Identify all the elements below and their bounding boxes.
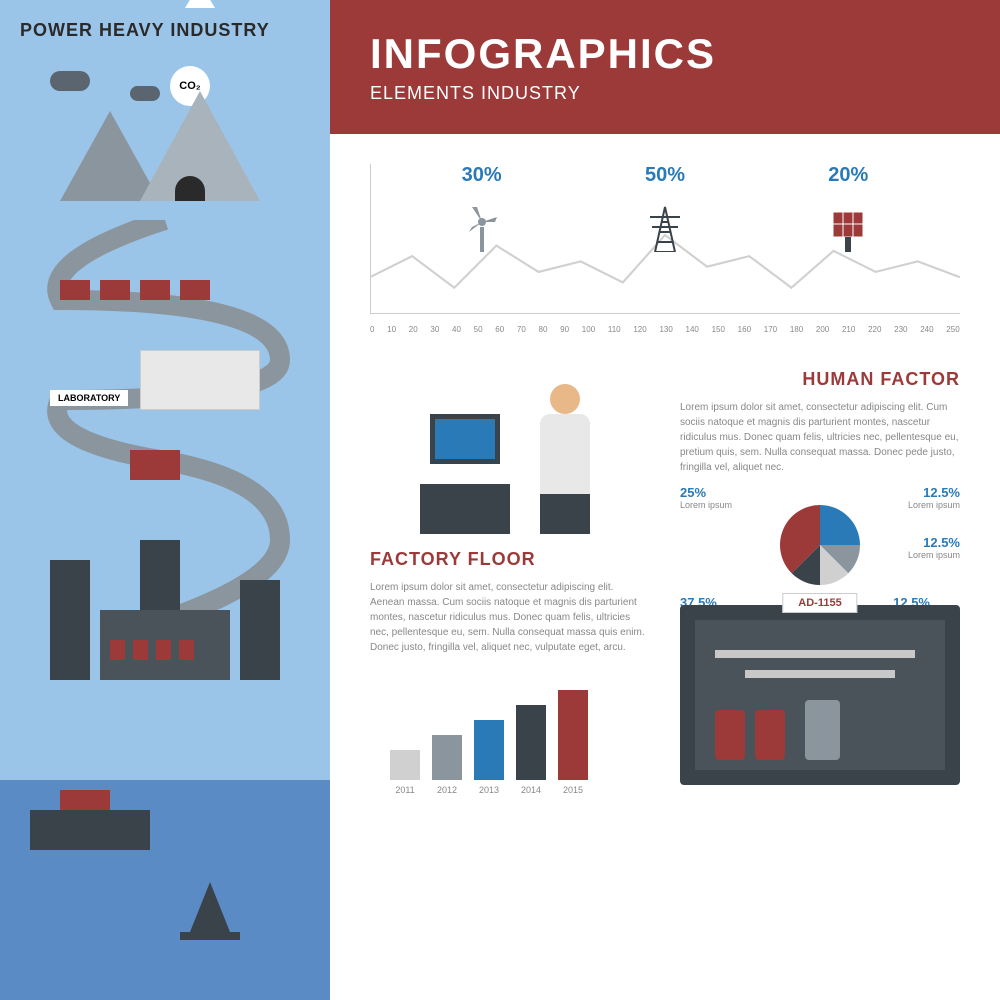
bar-item: 2012	[432, 735, 462, 795]
oil-pump-icon	[180, 932, 240, 940]
energy-pct: 30%	[452, 164, 512, 187]
pie-chart-section: 25%Lorem ipsum 12.5%Lorem ipsum 12.5%Lor…	[680, 495, 960, 595]
ship-icon	[30, 810, 150, 850]
water-area	[0, 780, 330, 1000]
human-factor-title: Human Factor	[680, 369, 960, 390]
factory-complex-icon	[30, 530, 300, 680]
bar-item: 2015	[558, 690, 588, 795]
main-title: INFOGRAPHICS	[370, 30, 960, 78]
wind-turbine-icon	[452, 197, 512, 257]
bar-item: 2011	[390, 750, 420, 795]
truck-icon	[130, 450, 180, 480]
laboratory-label: LABORATORY	[50, 390, 128, 406]
workstation-icon	[420, 414, 510, 534]
tank-icon	[805, 700, 840, 760]
factory-floor-text: Lorem ipsum dolor sit amet, consectetur …	[370, 580, 650, 655]
laboratory-building-icon	[140, 350, 260, 410]
machine-box: AD-1155	[680, 605, 960, 785]
pipe-icon	[715, 650, 915, 658]
factory-floor-title: Factory Floor	[370, 549, 650, 570]
factory-floor-scene	[370, 354, 650, 534]
coal-cart-icon	[140, 280, 170, 300]
coal-cart-icon	[180, 280, 210, 300]
header: INFOGRAPHICS ELEMENTS INDUSTRY	[330, 0, 1000, 134]
tank-icon	[715, 710, 745, 760]
solar-panel-icon	[818, 197, 878, 257]
energy-chart: 30% 50% 20% 01020	[330, 134, 1000, 344]
bar-chart: 2011 2012 2013 2014 2015	[370, 675, 650, 795]
bar-item: 2014	[516, 705, 546, 795]
right-panel: INFOGRAPHICS ELEMENTS INDUSTRY 30% 50%	[330, 0, 1000, 1000]
cloud-icon	[50, 71, 90, 91]
energy-item-power: 50%	[635, 164, 695, 257]
energy-pct: 20%	[818, 164, 878, 187]
power-tower-icon	[635, 197, 695, 257]
x-axis-labels: 0102030405060708090100110120130140150160…	[370, 325, 960, 334]
pie-chart	[770, 495, 870, 595]
pipe-icon	[745, 670, 895, 678]
energy-item-wind: 30%	[452, 164, 512, 257]
left-panel: Power Heavy Industry CO₂ LABORATORY	[0, 0, 330, 1000]
energy-pct: 50%	[635, 164, 695, 187]
tank-icon	[755, 710, 785, 760]
worker-icon	[530, 374, 600, 534]
coal-cart-icon	[60, 280, 90, 300]
coal-cart-icon	[100, 280, 130, 300]
machine-label: AD-1155	[782, 593, 857, 613]
subtitle: ELEMENTS INDUSTRY	[370, 83, 960, 104]
bar-item: 2013	[474, 720, 504, 795]
left-title: Power Heavy Industry	[20, 20, 310, 41]
energy-item-solar: 20%	[818, 164, 878, 257]
tunnel-icon	[175, 176, 205, 201]
human-factor-text: Lorem ipsum dolor sit amet, consectetur …	[680, 400, 960, 475]
